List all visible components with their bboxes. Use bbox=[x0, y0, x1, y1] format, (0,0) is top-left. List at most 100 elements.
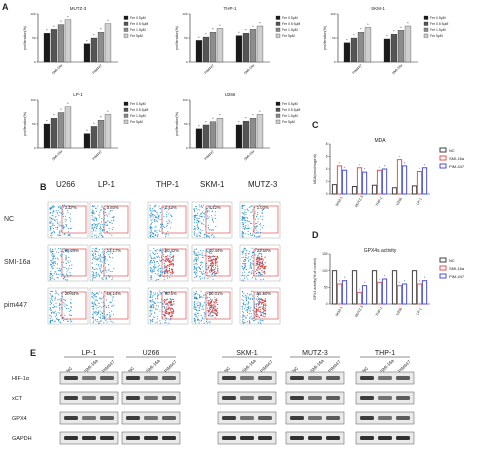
flow-plot: 3.27% bbox=[47, 201, 89, 239]
blot-band bbox=[396, 376, 410, 380]
y-tick-label: 100 bbox=[322, 269, 328, 273]
sig-star: * bbox=[205, 32, 207, 37]
legend-swatch bbox=[275, 15, 281, 20]
blot-band bbox=[64, 416, 78, 420]
bar bbox=[397, 30, 405, 63]
y-axis-label: proliferation(%) bbox=[323, 26, 327, 50]
bar bbox=[381, 168, 388, 195]
sig-star: * bbox=[259, 109, 261, 114]
legend-label: Fer 1.5μM bbox=[430, 28, 446, 32]
sig-star: * bbox=[60, 19, 62, 24]
wb-lane-label: PIM447 bbox=[101, 359, 116, 374]
sig-star: * bbox=[339, 279, 341, 284]
legend-swatch bbox=[275, 21, 281, 26]
y-axis-label: MDA(nmol/mgprot) bbox=[313, 154, 317, 184]
blot-band bbox=[378, 376, 392, 380]
x-tick-label: LP-1 bbox=[416, 197, 423, 205]
blot-band bbox=[82, 376, 96, 380]
bar bbox=[43, 33, 51, 63]
bar bbox=[64, 19, 72, 63]
bar bbox=[357, 32, 365, 63]
gate-percent: 40.01% bbox=[209, 291, 223, 296]
flow-cytometry-grid: U266 LP-1 THP-1 SKM-1 MUTZ-3 NC SMI-16a pim447 3… bbox=[0, 180, 300, 330]
bar bbox=[209, 121, 217, 149]
blot-band bbox=[360, 416, 374, 420]
bar bbox=[356, 167, 363, 195]
legend-swatch bbox=[423, 27, 429, 32]
sig-star: * bbox=[424, 275, 426, 280]
flow-plot: 13.17% bbox=[89, 244, 131, 282]
bar bbox=[356, 291, 363, 305]
bar bbox=[341, 280, 348, 305]
chart-title: GPX4s activity bbox=[364, 248, 397, 254]
y-tick-label: 0 bbox=[186, 146, 188, 150]
wb-protein-label: GPX4 bbox=[12, 416, 27, 422]
y-tick-label: 50 bbox=[184, 36, 188, 40]
blot-band bbox=[162, 436, 176, 440]
bar bbox=[341, 169, 348, 195]
legend-label: Fer 0.5μM bbox=[430, 16, 446, 20]
sig-star: * bbox=[393, 29, 395, 34]
blot-band bbox=[396, 396, 410, 400]
sig-star: * bbox=[424, 162, 426, 167]
legend-label: PIM-447 bbox=[449, 164, 465, 169]
blot-band bbox=[378, 436, 392, 440]
blot-band bbox=[126, 376, 140, 380]
legend-swatch bbox=[123, 15, 129, 20]
bar bbox=[331, 184, 338, 195]
chart-title: LP-1 bbox=[73, 92, 83, 97]
blot-band bbox=[64, 436, 78, 440]
x-tick-label: SMI-16a bbox=[51, 63, 63, 75]
legend-label: Fer 1.5μM bbox=[130, 114, 146, 118]
legend-label: Fer 5μM bbox=[430, 34, 443, 38]
wb-protein-label: xCT bbox=[12, 396, 23, 402]
flow-row-0: NC bbox=[4, 216, 15, 223]
bar bbox=[361, 171, 368, 195]
x-tick-label: SKM-1 bbox=[335, 306, 344, 317]
y-axis-label: proliferation(%) bbox=[23, 112, 27, 136]
blot-band bbox=[290, 376, 304, 380]
blot-band bbox=[326, 396, 340, 400]
wb-lane-label: PIM447 bbox=[397, 359, 412, 374]
legend-swatch bbox=[123, 21, 129, 26]
legend-label: Fer 1.5μM bbox=[130, 28, 146, 32]
sig-star: * bbox=[419, 166, 421, 171]
blot-band bbox=[82, 436, 96, 440]
flow-plots: 3.27% 3.60% 1.44% 4.42% 1.03% 25.29% 13.17% 80.… bbox=[47, 201, 281, 325]
sig-star: * bbox=[245, 28, 247, 33]
legend-label: Fer 0.5μM bbox=[282, 16, 298, 20]
prolif-chart-1: THP-1 proliferation(%) 0 50 100 * * * * PIM447 * * *… bbox=[175, 6, 301, 75]
legend-label: Fer 0.5 5μM bbox=[430, 22, 449, 26]
sig-star: * bbox=[198, 123, 200, 128]
x-tick-label: SMI-16a bbox=[243, 63, 255, 75]
legend-label: Fer 0.5 5μM bbox=[282, 108, 301, 112]
bar bbox=[256, 25, 264, 63]
sig-star: * bbox=[399, 280, 401, 285]
sig-star: * bbox=[346, 37, 348, 42]
sig-star: * bbox=[407, 21, 409, 26]
y-tick-label: 50 bbox=[32, 36, 36, 40]
sig-star: * bbox=[53, 113, 55, 118]
bar bbox=[411, 185, 418, 195]
legend-label: PIM-447 bbox=[449, 274, 465, 279]
blot-band bbox=[64, 396, 78, 400]
blot-band bbox=[144, 376, 158, 380]
gate-percent: 80.42% bbox=[165, 248, 179, 253]
blot-band bbox=[360, 376, 374, 380]
prolif-chart-2: SKM-1 proliferation(%) 0 50 100 * * * * PIM447 * * *… bbox=[323, 6, 449, 75]
wb-lane-label: NC bbox=[291, 365, 300, 374]
legend-swatch bbox=[439, 257, 447, 263]
x-tick-label: SMI-16a bbox=[243, 149, 255, 161]
bar bbox=[391, 187, 398, 195]
x-tick-label: U266 bbox=[395, 307, 403, 316]
bar bbox=[256, 114, 264, 149]
blot-band bbox=[82, 396, 96, 400]
sig-star: * bbox=[379, 277, 381, 282]
legend-label: SMI-16a bbox=[449, 266, 465, 271]
bar bbox=[421, 280, 428, 305]
gate-percent: 33.50% bbox=[257, 248, 271, 253]
bar bbox=[242, 33, 250, 63]
legend-swatch bbox=[123, 113, 129, 118]
blot-band bbox=[326, 416, 340, 420]
blot-band bbox=[308, 416, 322, 420]
